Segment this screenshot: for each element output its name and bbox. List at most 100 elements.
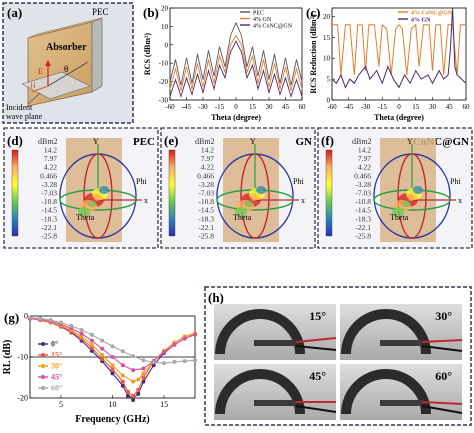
panel-title: PEC	[133, 136, 155, 148]
legend-label: PEC	[253, 11, 264, 17]
x-tick-label: 60	[299, 103, 307, 111]
photo-1: 30°	[340, 304, 463, 360]
black-cable	[295, 345, 337, 351]
colorbar-tick: 0.466	[197, 171, 214, 180]
x-tick-label: 30	[266, 103, 274, 111]
legend-label: 15°	[51, 351, 62, 360]
y-tick-label: 5	[327, 76, 331, 84]
photo-0: 15°	[214, 304, 337, 360]
series-point	[89, 338, 94, 343]
series-point	[110, 363, 115, 368]
pec-label: PEC	[92, 7, 109, 17]
series-point	[100, 338, 105, 343]
axis-x-label: x	[301, 196, 305, 205]
series-point	[110, 355, 115, 359]
y-tick-label: 0	[165, 41, 169, 49]
panel-g-letter: (g)	[4, 310, 19, 325]
legend-marker	[41, 375, 45, 379]
y-tick-label: -10	[159, 60, 169, 68]
series-point	[131, 398, 136, 403]
x-tick-label: 60	[463, 103, 471, 111]
legend-label: 30°	[51, 362, 62, 371]
legend-marker	[41, 342, 45, 346]
incident-plane	[21, 71, 91, 100]
series-point	[69, 323, 74, 328]
colorbar-tick: -25.8	[355, 232, 371, 241]
rcs-lobe	[251, 195, 257, 201]
series-point	[79, 327, 84, 332]
colorbar-unit: dBm2	[38, 137, 58, 146]
series-line-0	[169, 21, 303, 86]
x-axis-label: Theta (degree)	[211, 113, 261, 122]
legend-label: 60°	[51, 384, 62, 393]
colorbar	[168, 149, 176, 237]
y-tick-label: -30	[159, 97, 169, 105]
incident-pointer	[27, 92, 41, 105]
series-point	[162, 361, 167, 366]
series-point	[48, 318, 53, 323]
y-tick-label: 20	[161, 5, 169, 13]
x-tick-label: 45	[446, 103, 454, 111]
series-point	[136, 387, 141, 392]
colorbar-tick: -10.8	[198, 197, 214, 206]
series-point	[120, 363, 125, 368]
series-point	[141, 366, 146, 371]
colorbar-tick: 0.466	[40, 171, 57, 180]
legend-label: 4% GN	[411, 18, 431, 24]
panel-f: (f) CoNC@GNdBm214.27.974.220.466-3.28-7.0…	[317, 127, 473, 249]
colorbar-tick: -3.28	[41, 180, 57, 189]
angle-label: 30°	[435, 309, 452, 323]
series-line-2	[169, 40, 303, 98]
legend-label: 4% CoNC@GN	[411, 11, 453, 17]
rcs-lobe	[402, 201, 410, 207]
colorbar-tick: -14.5	[355, 206, 371, 215]
series-point	[182, 336, 187, 341]
series-point	[100, 357, 105, 362]
y-tick-label: -20	[159, 78, 169, 86]
colorbar-tick: -10.8	[41, 197, 57, 206]
red-cable	[421, 339, 463, 343]
y-tick-label: 20	[323, 13, 331, 21]
probe-body	[254, 340, 296, 346]
probe-body	[380, 400, 422, 406]
colorbar-tick: 7.97	[44, 154, 57, 163]
legend-label: 4% CoNC@GN	[253, 24, 293, 30]
series-point	[151, 363, 156, 368]
protractor-arc	[215, 309, 305, 355]
rcs-lobe	[94, 195, 100, 201]
rcs-lobe	[413, 186, 423, 194]
series-point	[136, 391, 141, 396]
panel-b-letter: (b)	[143, 5, 159, 20]
series-point	[38, 316, 43, 321]
black-cable	[295, 405, 337, 413]
colorbar-tick: -18.3	[198, 214, 214, 223]
series-point	[120, 373, 125, 378]
series-point	[79, 331, 84, 336]
colorbar-tick: -14.5	[41, 206, 57, 215]
x-tick-label: -15	[215, 103, 225, 111]
series-point	[162, 350, 167, 355]
x-tick-label: 0	[234, 103, 238, 111]
panel-title: GN	[296, 136, 313, 148]
series-point	[141, 375, 146, 380]
rcs-lobe	[78, 207, 90, 217]
angle-label: 45°	[309, 369, 326, 383]
black-cable	[421, 405, 463, 414]
panel-a: (a) PEC Absorber E H θ Incident wave pla…	[2, 2, 134, 124]
x-tick-label: -30	[198, 103, 208, 111]
series-point	[58, 320, 63, 325]
colorbar-tick: 4.22	[44, 163, 57, 172]
axis-x-label: x	[458, 196, 462, 205]
series-point	[131, 368, 136, 373]
legend-label: 4% GN	[253, 17, 272, 23]
colorbar-tick: -22.1	[355, 223, 371, 232]
panel-h: (h) 15° 30° 45° 60°	[204, 286, 472, 426]
series-point	[89, 345, 94, 350]
series-point	[172, 359, 177, 364]
series-point	[120, 379, 125, 384]
axis-y-label: Y	[407, 137, 413, 146]
series-point	[182, 359, 187, 364]
axis-y-label: Y	[250, 137, 256, 146]
y-axis-label: RCS (dBm²)	[143, 33, 152, 76]
